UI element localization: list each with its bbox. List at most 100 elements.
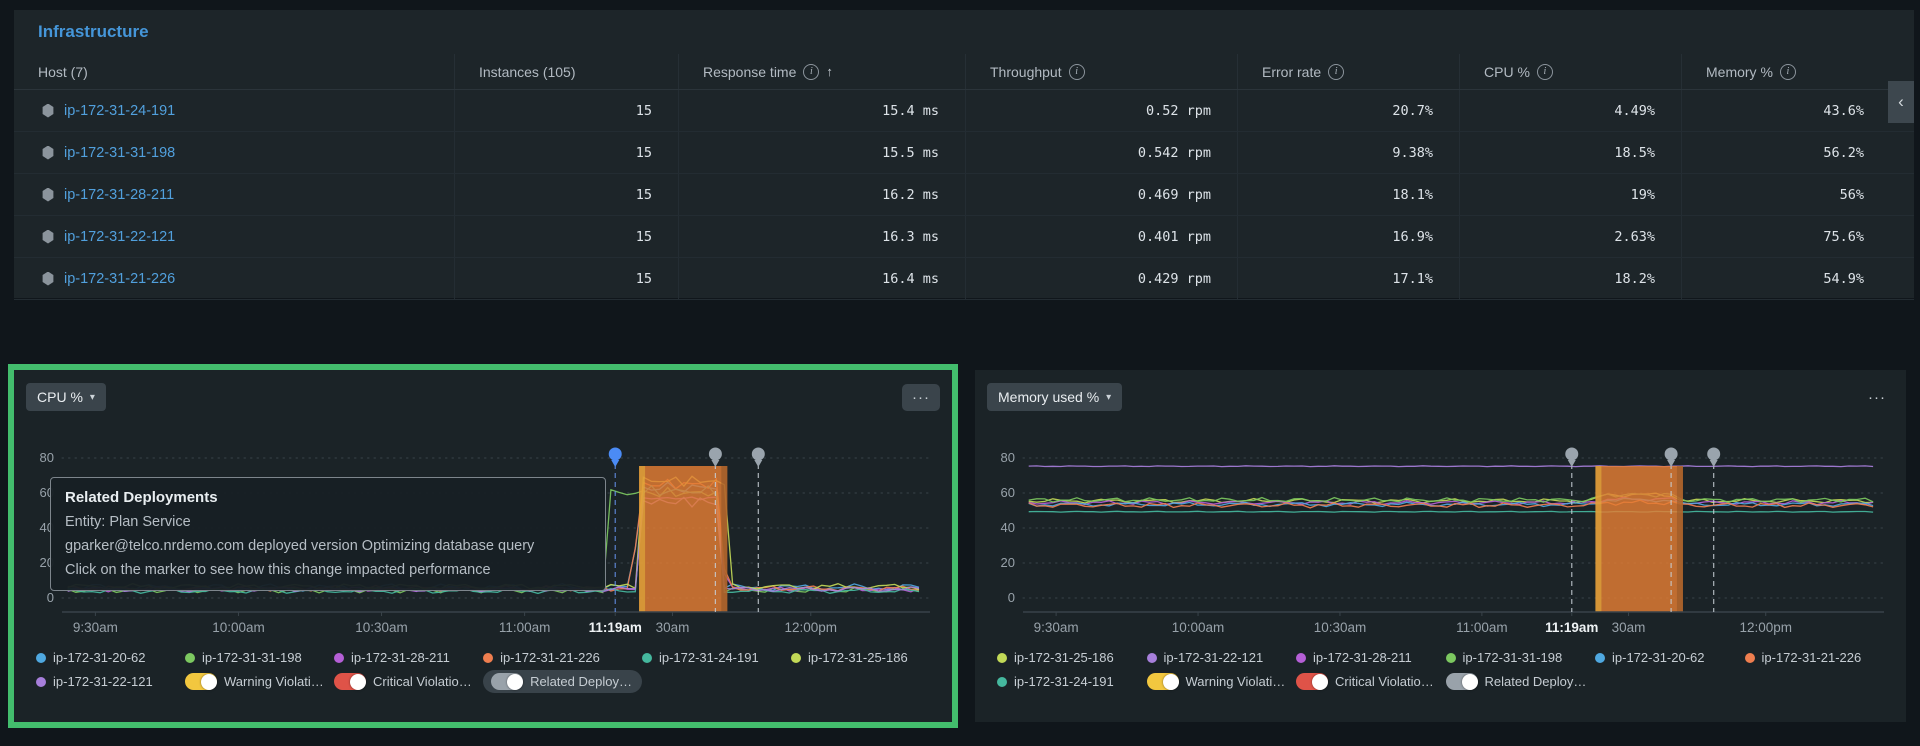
legend-toggle-warning-violati-[interactable]: Warning Violati… [1146,673,1297,690]
cell-error_rate: 18.1% [1237,174,1459,215]
toggle-knob [1312,673,1328,690]
cell-instances: 15 [454,216,678,257]
ellipsis-icon: ··· [912,388,930,406]
chart-options-button[interactable]: ··· [902,383,940,411]
metric-selector-dropdown[interactable]: Memory used % ▾ [987,383,1123,411]
y-tick-label: 0 [1008,590,1015,605]
legend-label: ip-172-31-31-198 [202,650,302,665]
series-line-ip-172-31-31-198[interactable] [1028,492,1874,504]
toggle-switch[interactable] [1296,673,1328,690]
legend-label: ip-172-31-20-62 [53,650,146,665]
deployment-marker-dot[interactable] [1565,447,1579,461]
series-line-ip-172-31-22-121[interactable] [1028,465,1874,468]
column-header-memory-[interactable]: Memory % i [1681,54,1890,89]
toggle-switch[interactable] [334,673,367,690]
memory-chart-plot: 0 20 40 60 80 9:30am 10:00am 10:30am 11:00am 11:1… [1001,447,1885,635]
info-icon[interactable]: i [1779,63,1796,80]
chevron-down-icon: ▾ [1106,391,1112,403]
cell-instances: 15 [454,258,678,299]
series-color-dot [1146,652,1157,663]
deployment-impact-region [639,466,728,612]
legend-item-ip-172-31-22-121[interactable]: ip-172-31-22-121 [1146,650,1297,665]
host-link[interactable]: ip-172-31-24-191 [64,102,176,119]
y-tick-label: 80 [1001,450,1015,465]
column-header-cpu-[interactable]: CPU % i [1459,54,1681,89]
column-header-instances-105-[interactable]: Instances (105) [454,54,678,89]
info-icon[interactable]: i [1328,63,1345,80]
toggle-switch[interactable] [1445,673,1478,690]
tooltip-line: Click on the marker to see how this chan… [65,562,491,578]
toggle-switch[interactable] [185,673,218,690]
cell-throughput: 0.469 rpm [965,174,1237,215]
host-link[interactable]: ip-172-31-22-121 [64,228,176,245]
chevron-left-icon: ‹ [1898,92,1904,111]
series-color-dot [1445,652,1456,663]
legend-item-ip-172-31-31-198[interactable]: ip-172-31-31-198 [1445,650,1596,665]
legend-item-ip-172-31-31-198[interactable]: ip-172-31-31-198 [185,650,334,665]
legend-item-ip-172-31-25-186[interactable]: ip-172-31-25-186 [790,650,940,665]
legend-label: ip-172-31-25-186 [807,650,908,665]
legend-item-ip-172-31-21-226[interactable]: ip-172-31-21-226 [483,650,642,665]
cell-error_rate: 20.7% [1237,90,1459,131]
toggle-switch[interactable] [1146,673,1179,690]
legend-label: ip-172-31-21-226 [500,650,600,665]
host-link[interactable]: ip-172-31-28-211 [64,186,175,203]
y-tick-label: 0 [47,590,54,605]
host-link[interactable]: ip-172-31-31-198 [64,144,176,161]
row-scroll-control[interactable]: ‹ [1888,81,1914,123]
legend-item-ip-172-31-22-121[interactable]: ip-172-31-22-121 [36,673,185,690]
legend-label: Related Deploy… [530,674,632,689]
column-header-label: Memory % [1706,63,1773,80]
region-left-edge [1595,466,1602,612]
region-right-edge [1676,466,1683,612]
series-line-ip-172-31-21-226[interactable] [1028,499,1874,509]
chart-header: Memory used % ▾ ··· [987,370,1894,416]
legend-toggle-critical-violatio-[interactable]: Critical Violatio… [1296,673,1446,690]
deployment-marker-dot[interactable] [708,447,722,461]
series-color-dot [997,652,1007,663]
legend-label: Critical Violatio… [373,674,472,689]
legend-toggle-related-deploy-[interactable]: Related Deploy… [1445,673,1596,690]
series-line-ip-172-31-24-191[interactable] [1028,510,1874,513]
column-header-error-rate[interactable]: Error rate i [1237,54,1459,89]
table-header: Host (7) Instances (105) Response time i ↑ Th… [14,54,1914,90]
deployment-marker-dot[interactable] [751,447,765,461]
info-icon[interactable]: i [1536,63,1553,80]
host-link[interactable]: ip-172-31-21-226 [64,270,176,287]
legend-item-ip-172-31-21-226[interactable]: ip-172-31-21-226 [1744,650,1895,665]
legend-item-ip-172-31-24-191[interactable]: ip-172-31-24-191 [641,650,791,665]
legend-label: ip-172-31-28-211 [1313,650,1412,665]
deployment-marker-dot[interactable] [1707,447,1721,461]
legend-item-ip-172-31-24-191[interactable]: ip-172-31-24-191 [997,673,1147,690]
legend-toggle-critical-violatio-[interactable]: Critical Violatio… [334,673,483,690]
legend-item-ip-172-31-28-211[interactable]: ip-172-31-28-211 [334,650,483,665]
legend-label: ip-172-31-28-211 [351,650,450,665]
deployment-marker-stem [1709,460,1718,467]
legend-label: ip-172-31-31-198 [1462,650,1563,665]
cell-throughput: 0.401 rpm [965,216,1237,257]
metric-selector-dropdown[interactable]: CPU % ▾ [26,383,106,411]
region-right-edge [721,466,728,612]
info-icon[interactable]: i [803,63,820,80]
column-header-label: Throughput [990,63,1062,80]
infrastructure-panel: Infrastructure Host (7) Instances (105) Re… [14,10,1914,300]
column-header-response-time[interactable]: Response time i ↑ [678,54,965,89]
info-icon[interactable]: i [1068,63,1085,80]
legend-item-ip-172-31-20-62[interactable]: ip-172-31-20-62 [1595,650,1745,665]
legend-item-ip-172-31-25-186[interactable]: ip-172-31-25-186 [997,650,1147,665]
legend-item-ip-172-31-28-211[interactable]: ip-172-31-28-211 [1296,650,1446,665]
toggle-switch[interactable] [491,673,524,690]
column-header-throughput[interactable]: Throughput i [965,54,1237,89]
x-tick-label: 30am [656,620,690,635]
cell-response_time: 15.5 ms [678,132,965,173]
legend-toggle-related-deploy-[interactable]: Related Deploy… [483,670,642,693]
deployment-marker-dot[interactable] [1664,447,1678,461]
legend-toggle-warning-violati-[interactable]: Warning Violati… [185,673,334,690]
chart-options-button[interactable]: ··· [1860,385,1894,410]
legend-item-ip-172-31-20-62[interactable]: ip-172-31-20-62 [36,650,185,665]
deployment-marker-hovered[interactable] [608,447,622,461]
column-header-host-7-[interactable]: Host (7) [14,54,454,89]
series-line-ip-172-31-20-62[interactable] [1028,497,1874,508]
legend-label: ip-172-31-25-186 [1014,650,1114,665]
series-color-dot [1595,652,1605,663]
